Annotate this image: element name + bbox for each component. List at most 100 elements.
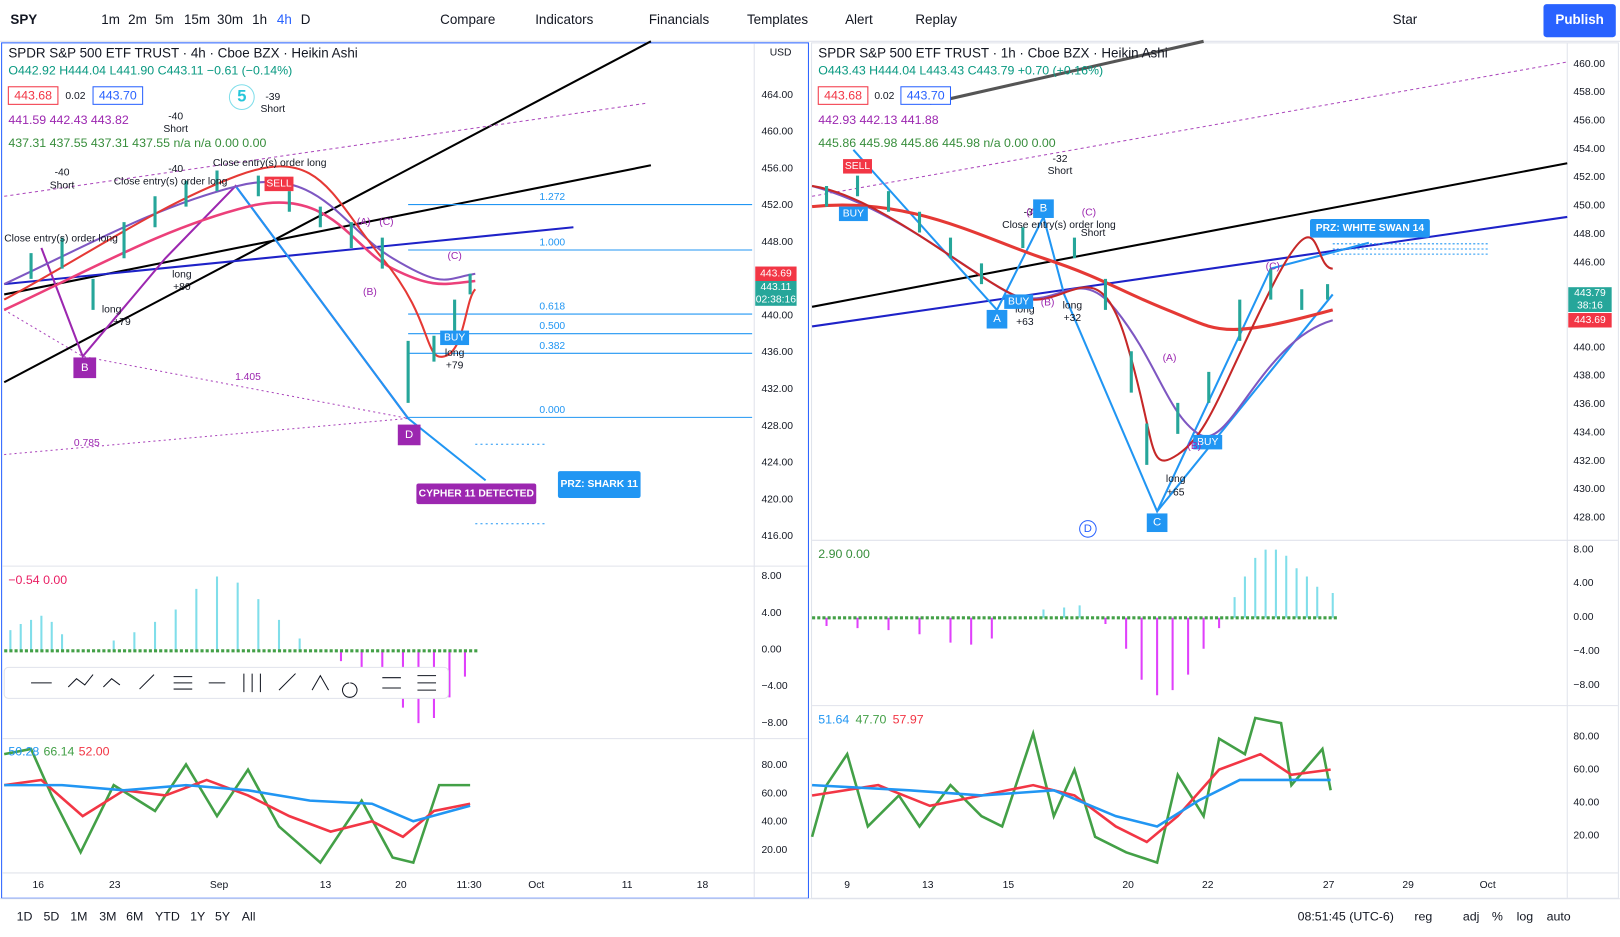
price-axis-label: 448.00 bbox=[1573, 229, 1605, 240]
interval[interactable]: 1m bbox=[101, 12, 120, 27]
left-ask[interactable]: 443.70 bbox=[99, 88, 137, 102]
price-axis-label: −8.00 bbox=[1573, 680, 1599, 691]
annotation: Close entry(s) order long bbox=[1002, 220, 1116, 231]
pattern-point bbox=[1033, 199, 1054, 218]
right-bid-box[interactable] bbox=[817, 86, 869, 105]
fib-level: 0.500 bbox=[539, 321, 565, 332]
date-label: 20 bbox=[395, 880, 407, 891]
toolbar-button[interactable]: Compare bbox=[440, 12, 495, 27]
right-prz-box bbox=[1310, 219, 1430, 238]
interval[interactable]: D bbox=[301, 12, 311, 27]
price-axis-label: 0.00 bbox=[761, 645, 781, 656]
left-bid[interactable]: 443.68 bbox=[14, 88, 52, 102]
range-button[interactable]: 1M bbox=[70, 910, 87, 924]
right-drawings bbox=[811, 39, 1568, 514]
date-label: 18 bbox=[697, 880, 709, 891]
pattern-point bbox=[1146, 513, 1168, 533]
layout-star[interactable]: Star bbox=[1393, 12, 1418, 27]
annotation: long bbox=[1166, 474, 1186, 485]
scale-option[interactable]: auto bbox=[1547, 910, 1571, 924]
publish-button[interactable] bbox=[1543, 4, 1616, 38]
signal-label: BUY bbox=[1008, 296, 1029, 307]
annotation: Short bbox=[1048, 166, 1073, 177]
annotation: Short bbox=[50, 181, 75, 192]
date-label: 13 bbox=[922, 880, 934, 891]
price-axis-label: 440.00 bbox=[761, 310, 793, 321]
interval[interactable]: 4h bbox=[277, 12, 292, 27]
annotation: Close entry(s) order long bbox=[213, 158, 327, 169]
symbol[interactable]: SPY bbox=[10, 12, 37, 27]
left-bid-box[interactable] bbox=[7, 86, 59, 105]
wave-label: 5 bbox=[237, 86, 246, 105]
fib-level: 0.000 bbox=[539, 405, 565, 416]
annotation: long bbox=[172, 270, 192, 281]
left-prz-box bbox=[557, 471, 641, 498]
date-label: 23 bbox=[109, 880, 121, 891]
signal-box bbox=[1004, 294, 1034, 309]
annotation: long bbox=[445, 348, 465, 359]
scale-option[interactable]: reg bbox=[1414, 910, 1432, 924]
right-rsi-2: 47.70 bbox=[855, 712, 886, 726]
annotation: +63 bbox=[1016, 317, 1034, 328]
range-button[interactable]: YTD bbox=[155, 910, 180, 924]
toolbar-button[interactable]: Indicators bbox=[535, 12, 593, 27]
price-axis-label: 460.00 bbox=[761, 127, 793, 138]
toolbar-button[interactable]: Replay bbox=[915, 12, 957, 27]
toolbar-button[interactable]: Templates bbox=[747, 12, 808, 27]
price-axis-label: 456.00 bbox=[1573, 116, 1605, 127]
left-spread: 0.02 bbox=[65, 91, 85, 102]
right-bid[interactable]: 443.68 bbox=[824, 88, 862, 102]
interval[interactable]: 15m bbox=[184, 12, 210, 27]
pattern-point bbox=[73, 357, 97, 379]
price-axis-label: 424.00 bbox=[761, 458, 793, 469]
drawing-tools[interactable] bbox=[31, 673, 437, 698]
wave-circle bbox=[228, 84, 255, 111]
left-ma2: 437.31 437.55 437.31 437.55 n/a n/a 0.00… bbox=[8, 136, 266, 150]
date-label: 20 bbox=[1122, 880, 1134, 891]
left-rsi-2: 66.14 bbox=[43, 744, 74, 758]
right-ma1: 442.93 442.13 441.88 bbox=[818, 113, 939, 127]
interval[interactable]: 5m bbox=[155, 12, 174, 27]
annotation: -32 bbox=[1024, 208, 1039, 219]
toolbar-button[interactable]: Financials bbox=[649, 12, 710, 27]
scale-option[interactable]: % bbox=[1492, 910, 1503, 924]
range-button[interactable]: 5Y bbox=[215, 910, 230, 924]
price-axis-label: 434.00 bbox=[1573, 427, 1605, 438]
publish-label[interactable]: Publish bbox=[1555, 12, 1603, 27]
drawing-toolbar[interactable] bbox=[3, 666, 449, 699]
range-button[interactable]: 1D bbox=[17, 910, 33, 924]
price-axis-label: 440.00 bbox=[1573, 342, 1605, 353]
range-button[interactable]: All bbox=[242, 910, 256, 924]
pattern-point-label: B bbox=[81, 362, 89, 374]
left-price-tag-label: 443.69 bbox=[760, 268, 792, 279]
range-button[interactable]: 3M bbox=[99, 910, 116, 924]
annotation: long bbox=[1015, 305, 1035, 316]
right-ask-box[interactable] bbox=[900, 86, 952, 105]
scale-option[interactable]: adj bbox=[1463, 910, 1480, 924]
price-axis-label: 60.00 bbox=[761, 788, 787, 799]
interval[interactable]: 2m bbox=[128, 12, 147, 27]
right-panel[interactable] bbox=[811, 42, 1619, 899]
range-button[interactable]: 1Y bbox=[190, 910, 205, 924]
range-button[interactable]: 5D bbox=[43, 910, 59, 924]
scale-option[interactable]: log bbox=[1517, 910, 1534, 924]
right-ask[interactable]: 443.70 bbox=[907, 88, 945, 102]
left-ask-box[interactable] bbox=[92, 86, 144, 105]
date-label: Oct bbox=[1480, 880, 1496, 891]
date-label: Sep bbox=[210, 880, 229, 891]
interval[interactable]: 1h bbox=[252, 12, 267, 27]
price-axis-label: −8.00 bbox=[761, 718, 787, 729]
left-currency[interactable]: USD bbox=[770, 47, 792, 58]
annotation: long bbox=[102, 305, 122, 316]
right-title: SPDR S&P 500 ETF TRUST · 1h · Cboe BZX ·… bbox=[818, 45, 1167, 60]
interval[interactable]: 30m bbox=[217, 12, 243, 27]
date-label: 16 bbox=[33, 880, 45, 891]
toolbar-button[interactable]: Alert bbox=[845, 12, 873, 27]
price-axis-label: 428.00 bbox=[761, 421, 793, 432]
annotation: (C) bbox=[1266, 261, 1280, 272]
right-spread: 0.02 bbox=[874, 91, 894, 102]
range-button[interactable]: 6M bbox=[126, 910, 143, 924]
price-axis-label: 460.00 bbox=[1573, 59, 1605, 70]
price-axis-label: 454.00 bbox=[1573, 144, 1605, 155]
